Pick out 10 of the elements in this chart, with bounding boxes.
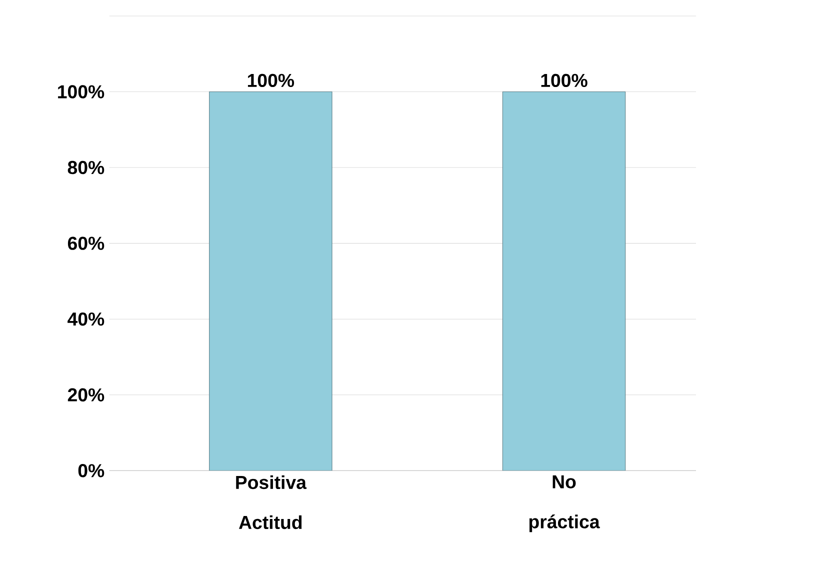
- y-tick-label: 40%: [68, 312, 104, 326]
- y-tick-label: 60%: [68, 236, 104, 250]
- data-label: 100%: [541, 74, 588, 88]
- category-label: Positiva Actitud: [236, 475, 307, 530]
- y-tick-label: 80%: [68, 160, 104, 174]
- category-label: No práctica: [529, 475, 600, 532]
- y-tick-label: 100%: [58, 85, 104, 98]
- y-tick-label: 0%: [78, 464, 104, 478]
- y-tick-label: 20%: [68, 388, 104, 402]
- data-label: 100%: [248, 74, 294, 88]
